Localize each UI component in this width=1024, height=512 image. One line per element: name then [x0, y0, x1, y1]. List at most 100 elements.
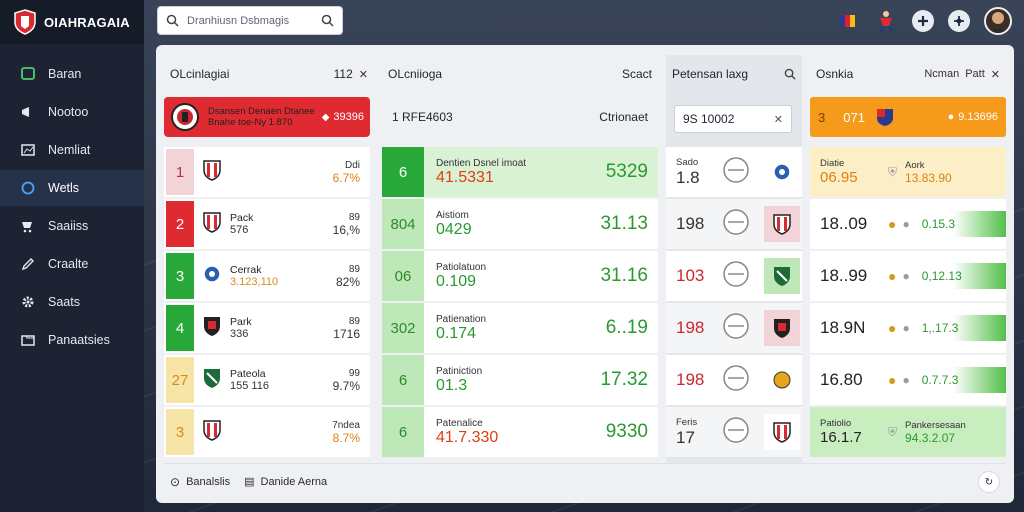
table-row[interactable]: 27 Pateola 155 116 99 9.7% — [164, 355, 370, 405]
panel-count: 112 — [333, 67, 353, 81]
row-label: Diatie — [820, 158, 845, 169]
stat-a: 89 — [348, 263, 360, 275]
match-input[interactable]: 9S 10002 ✕ — [674, 105, 792, 133]
table-row[interactable]: 198 — [666, 303, 802, 353]
table-row[interactable]: Diatie 06.95 ⛨ Aork 13.83.90 — [810, 147, 1006, 197]
sidebar-item-0[interactable]: Baran — [0, 56, 144, 92]
search-icon — [166, 14, 179, 27]
coin-icon: ● — [902, 321, 910, 335]
search-bar[interactable]: Dranhiusn Dsbmagis — [157, 6, 343, 35]
row-amount: 13.83.90 — [905, 170, 952, 185]
row-amount: 0.7.7.3 — [921, 373, 959, 387]
sidebar-item-6[interactable]: Saats — [0, 284, 144, 320]
featured-banner[interactable]: Dsansen Denaen Dtanee Bnahe toe-Ny 1.870… — [164, 97, 370, 137]
gear-icon — [20, 294, 36, 310]
table-row[interactable]: 18.9N ● ● 1,.17.3 — [810, 303, 1006, 353]
coin-icon: ● — [902, 373, 910, 387]
table-row[interactable]: 6 Dentien Dsnel imoat 41.5331 5329 — [382, 147, 658, 197]
table-row[interactable]: 302 Patienation 0.174 6..19 — [382, 303, 658, 353]
table-row[interactable]: Sado 1.8 — [666, 147, 802, 197]
panel-right-2[interactable]: Patt — [965, 68, 985, 80]
row-name: Aork — [905, 159, 925, 171]
sidebar-item-7[interactable]: Panaatsies — [0, 322, 144, 358]
table-row[interactable]: 198 — [666, 199, 802, 249]
footer-left[interactable]: Banalslis — [186, 475, 231, 488]
close-icon[interactable]: ✕ — [990, 68, 1000, 81]
club-crest-icon — [202, 315, 222, 342]
stat-b: 9.7% — [332, 378, 360, 393]
row-value: 198 — [676, 318, 705, 337]
sidebar-item-label: Craalte — [48, 257, 89, 271]
header-right: Ctrionaet — [599, 110, 648, 124]
panel-right-label[interactable]: Scact — [621, 67, 652, 81]
ranking-banner[interactable]: 3 071 ● 9.13696 — [810, 97, 1006, 137]
table-row[interactable]: 6 Patenalice 41.7.330 9330 — [382, 407, 658, 457]
coin-icon: ● — [902, 217, 910, 231]
sidebar-item-1[interactable]: Nootoo — [0, 94, 144, 130]
folder-icon — [20, 332, 36, 348]
settings-icon[interactable] — [948, 10, 970, 32]
row-name: Patiolatuon — [436, 261, 487, 273]
sidebar-item-4[interactable]: Saaiiss — [0, 208, 144, 244]
clear-icon[interactable]: ✕ — [773, 113, 783, 126]
table-row[interactable]: 3 7ndea 8.7% — [164, 407, 370, 457]
footer-right[interactable]: Danide Aerna — [260, 475, 328, 488]
sidebar-item-2[interactable]: Nemliat — [0, 132, 144, 168]
panel-header: Petensan laxg — [666, 55, 802, 93]
search-icon[interactable] — [784, 68, 796, 80]
coin-icon: ● — [902, 269, 910, 283]
table-row[interactable]: 4 Park 336 89 1716 — [164, 303, 370, 353]
table-row[interactable]: 1 Ddi 6.7% — [164, 147, 370, 197]
refresh-icon[interactable]: ↻ — [978, 471, 1000, 493]
row-right: 17.32 — [600, 369, 648, 390]
edit-icon — [20, 256, 36, 272]
row-value: 198 — [676, 214, 705, 233]
row-amount: 0.15.3 — [921, 217, 956, 231]
row-name: Pankersesaan — [905, 419, 966, 431]
stat-a: 7ndea — [332, 419, 360, 431]
list-icon[interactable]: ⊙ — [170, 474, 181, 489]
table-row[interactable]: 06 Patiolatuon 0.109 31.16 — [382, 251, 658, 301]
team-name: Pateola — [230, 368, 266, 380]
sidebar-item-label: Panaatsies — [48, 333, 110, 347]
stat-a: Ddi — [344, 159, 360, 171]
sidebar-item-5[interactable]: Craalte — [0, 246, 144, 282]
opponent-crest-icon — [764, 414, 800, 450]
row-value: 0429 — [436, 220, 472, 238]
matches-panel: Petensan laxg 9S 10002 ✕ Sado 1.8 198 10… — [666, 55, 802, 463]
close-icon[interactable]: ✕ — [358, 68, 368, 81]
flag-icon[interactable] — [836, 9, 860, 33]
tv-icon — [20, 66, 36, 82]
banner-amount: 9.13696 — [958, 111, 998, 123]
table-row[interactable]: 6 Patiniction 01.3 17.32 — [382, 355, 658, 405]
table-row[interactable]: Feris 17 — [666, 407, 802, 457]
panel-right-1[interactable]: Ncman — [924, 68, 960, 80]
table-row[interactable]: 16.80 ● ● 0.7.7.3 — [810, 355, 1006, 405]
table-row[interactable]: 18..09 ● ● 0.15.3 — [810, 199, 1006, 249]
avatar[interactable] — [984, 7, 1012, 35]
table-row[interactable]: 103 — [666, 251, 802, 301]
sidebar-item-label: Nootoo — [48, 105, 89, 119]
coin-icon: ● — [888, 216, 897, 232]
table-row[interactable]: 3 Cerrak 3.123,110 89 82% — [164, 251, 370, 301]
table-row[interactable]: 804 Aistiom 0429 31.13 — [382, 199, 658, 249]
team-crest-icon — [722, 364, 750, 397]
table-row[interactable]: 198 — [666, 355, 802, 405]
row-amount: 1,.17.3 — [921, 321, 959, 335]
app-name: OIAHRAGAIA — [44, 14, 130, 30]
player-icon[interactable] — [874, 9, 898, 33]
row-name: Patiniction — [436, 365, 483, 377]
table-row[interactable]: 18..99 ● ● 0,12.13 — [810, 251, 1006, 301]
brand[interactable]: OIAHRAGAIA — [0, 0, 144, 44]
stat-b: 82% — [335, 274, 360, 289]
search-submit-icon[interactable] — [321, 14, 334, 27]
table-row[interactable]: 2 Pack 576 89 16,% — [164, 199, 370, 249]
search-input[interactable]: Dranhiusn Dsbmagis — [187, 14, 290, 27]
team-name: Pack — [230, 212, 254, 224]
plus-icon[interactable] — [912, 10, 934, 32]
table-row[interactable]: Patiolio 16.1.7 ⛨ Pankersesaan 94.3.2.07 — [810, 407, 1006, 457]
doc-icon[interactable]: ▤ — [244, 476, 255, 488]
row-value: 41.5331 — [436, 168, 494, 186]
sidebar-item-3[interactable]: Wetls — [0, 170, 144, 206]
row-right: 5329 — [605, 161, 648, 182]
